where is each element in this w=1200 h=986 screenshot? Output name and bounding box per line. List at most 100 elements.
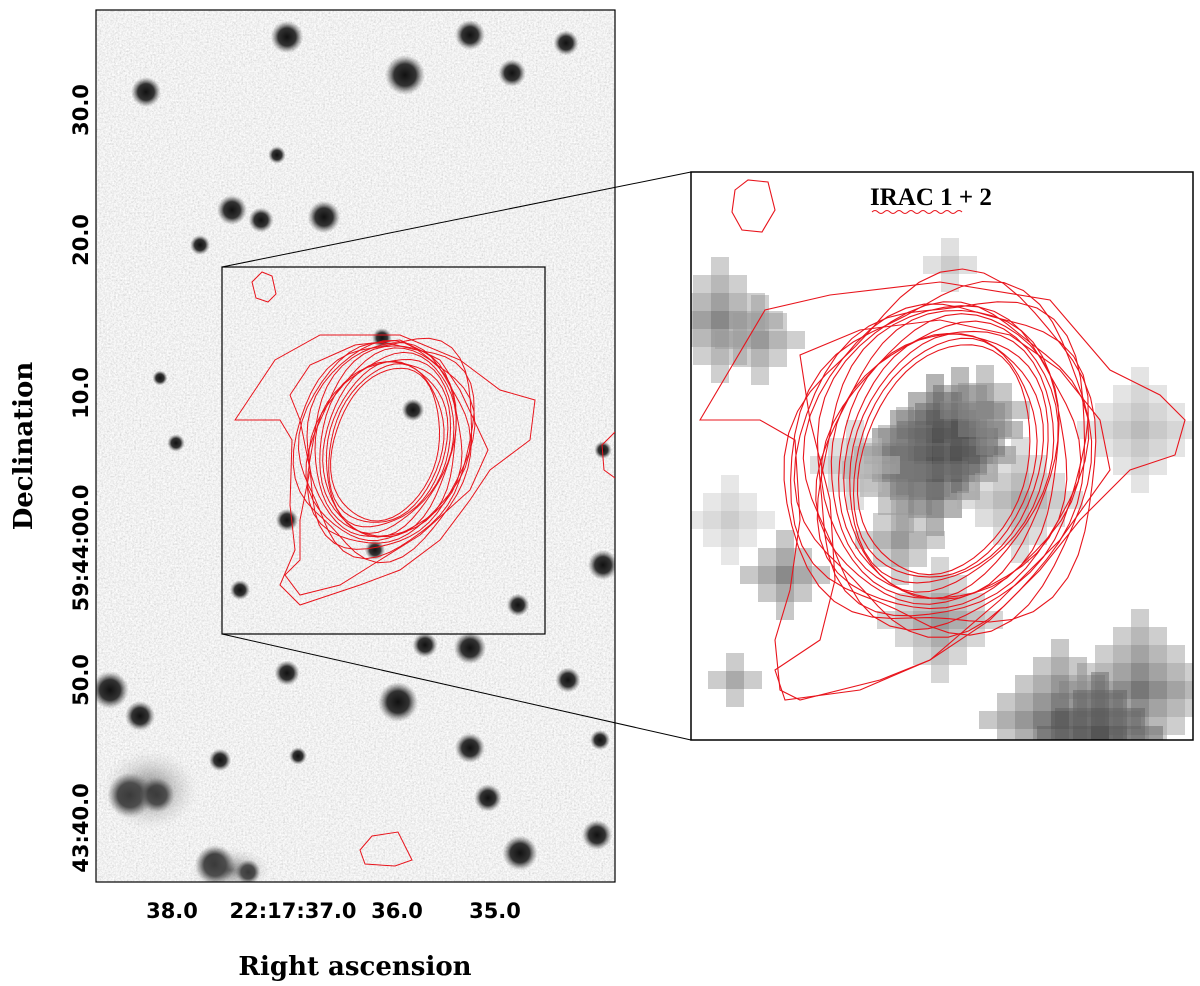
- ir-pixel: [1185, 699, 1193, 717]
- star-source: [455, 20, 485, 50]
- star-source: [453, 631, 487, 665]
- ir-pixel: [691, 511, 703, 529]
- ir-pixel: [711, 275, 729, 293]
- star-source: [412, 632, 438, 658]
- ir-pixel: [691, 329, 693, 347]
- ir-pixel: [726, 671, 744, 689]
- ir-pixel: [957, 491, 975, 509]
- contour-line: [306, 339, 476, 550]
- ir-pixel: [872, 428, 890, 446]
- ir-pixel: [1167, 681, 1185, 699]
- ir-pixel: [864, 456, 882, 474]
- ir-pixel: [931, 557, 949, 575]
- ir-pixel: [751, 367, 769, 385]
- contour-line: [793, 301, 1086, 638]
- ir-pixel: [914, 443, 932, 461]
- ir-pixel: [693, 275, 711, 293]
- inset-title-underline: [871, 210, 963, 214]
- ir-pixel: [739, 493, 757, 511]
- ir-pixel: [1149, 421, 1167, 439]
- ir-pixel: [1073, 690, 1091, 708]
- ir-pixel: [744, 671, 762, 689]
- ir-pixel: [1113, 681, 1131, 699]
- contour-line: [234, 334, 536, 606]
- ir-pixel: [1127, 726, 1145, 740]
- x-tick-label: 38.0: [146, 899, 198, 923]
- ir-pixel: [1055, 744, 1073, 762]
- ir-pixel: [1131, 627, 1149, 645]
- star-source: [190, 235, 210, 255]
- ir-pixel: [976, 401, 994, 419]
- ir-pixel: [958, 419, 976, 437]
- star-source: [167, 434, 185, 452]
- ir-pixel: [1055, 726, 1073, 740]
- ir-pixel: [864, 474, 882, 492]
- ir-pixel: [729, 311, 747, 329]
- extended-galaxy: [102, 750, 198, 830]
- ir-pixel: [1047, 473, 1065, 491]
- ir-pixel: [794, 584, 812, 602]
- ir-pixel: [1113, 457, 1131, 475]
- ir-pixel: [1059, 681, 1077, 699]
- connector-line-bottom: [221, 633, 692, 741]
- ir-pixel: [739, 529, 757, 547]
- ir-pixel: [740, 566, 758, 584]
- ir-pixel: [1011, 509, 1029, 527]
- ir-pixel: [1011, 437, 1029, 455]
- ir-pixel: [1051, 657, 1069, 675]
- ir-pixel: [711, 365, 729, 383]
- ir-pixel: [914, 479, 932, 497]
- ir-pixel: [846, 438, 864, 456]
- ir-pixel: [932, 461, 950, 479]
- ir-pixel: [997, 711, 1015, 729]
- ir-pixel: [873, 531, 891, 549]
- star-source: [553, 30, 579, 56]
- ir-pixel: [940, 401, 958, 419]
- ir-pixel: [1037, 726, 1055, 740]
- ir-pixel: [691, 311, 693, 329]
- ir-pixel: [923, 256, 941, 274]
- ir-pixel: [1127, 744, 1145, 762]
- ir-pixel: [733, 331, 751, 349]
- ir-pixel: [1033, 675, 1051, 693]
- ir-pixel: [691, 293, 693, 311]
- ir-pixel: [1149, 699, 1167, 717]
- ir-pixel: [877, 611, 895, 629]
- ir-pixel: [913, 647, 931, 665]
- ir-pixel: [951, 385, 969, 403]
- ir-pixel: [721, 475, 739, 493]
- ir-pixel: [1029, 473, 1047, 491]
- ir-pixel: [1073, 726, 1091, 740]
- ir-pixel: [1149, 735, 1167, 740]
- ir-pixel: [927, 531, 945, 549]
- ir-pixel: [776, 602, 794, 620]
- ir-pixel: [1131, 645, 1149, 663]
- ir-pixel: [1185, 681, 1193, 699]
- ir-pixel: [726, 653, 744, 671]
- ir-pixel: [1051, 783, 1069, 801]
- star-source: [474, 784, 502, 812]
- ir-pixel: [1051, 765, 1069, 783]
- ir-pixel: [1185, 421, 1193, 439]
- ir-pixel: [941, 256, 959, 274]
- contour-line: [790, 280, 1093, 636]
- ir-pixel: [769, 313, 787, 331]
- star-source: [498, 59, 526, 87]
- ir-pixel: [1051, 693, 1069, 711]
- contour-line: [802, 303, 1089, 631]
- ir-pixel: [1113, 421, 1131, 439]
- ir-pixel: [1149, 403, 1167, 421]
- ir-pixel: [951, 475, 969, 493]
- ir-pixel: [958, 401, 976, 419]
- contour-line: [601, 431, 615, 479]
- ir-pixel: [975, 473, 993, 491]
- ir-pixel: [1131, 475, 1149, 493]
- x-tick-label: 22:17:37.0: [229, 899, 356, 923]
- ir-pixel: [975, 491, 993, 509]
- ir-pixel: [1033, 729, 1051, 740]
- ir-pixel: [765, 311, 783, 329]
- ir-pixel: [711, 311, 729, 329]
- ir-pixel: [976, 383, 994, 401]
- ir-pixel: [721, 511, 739, 529]
